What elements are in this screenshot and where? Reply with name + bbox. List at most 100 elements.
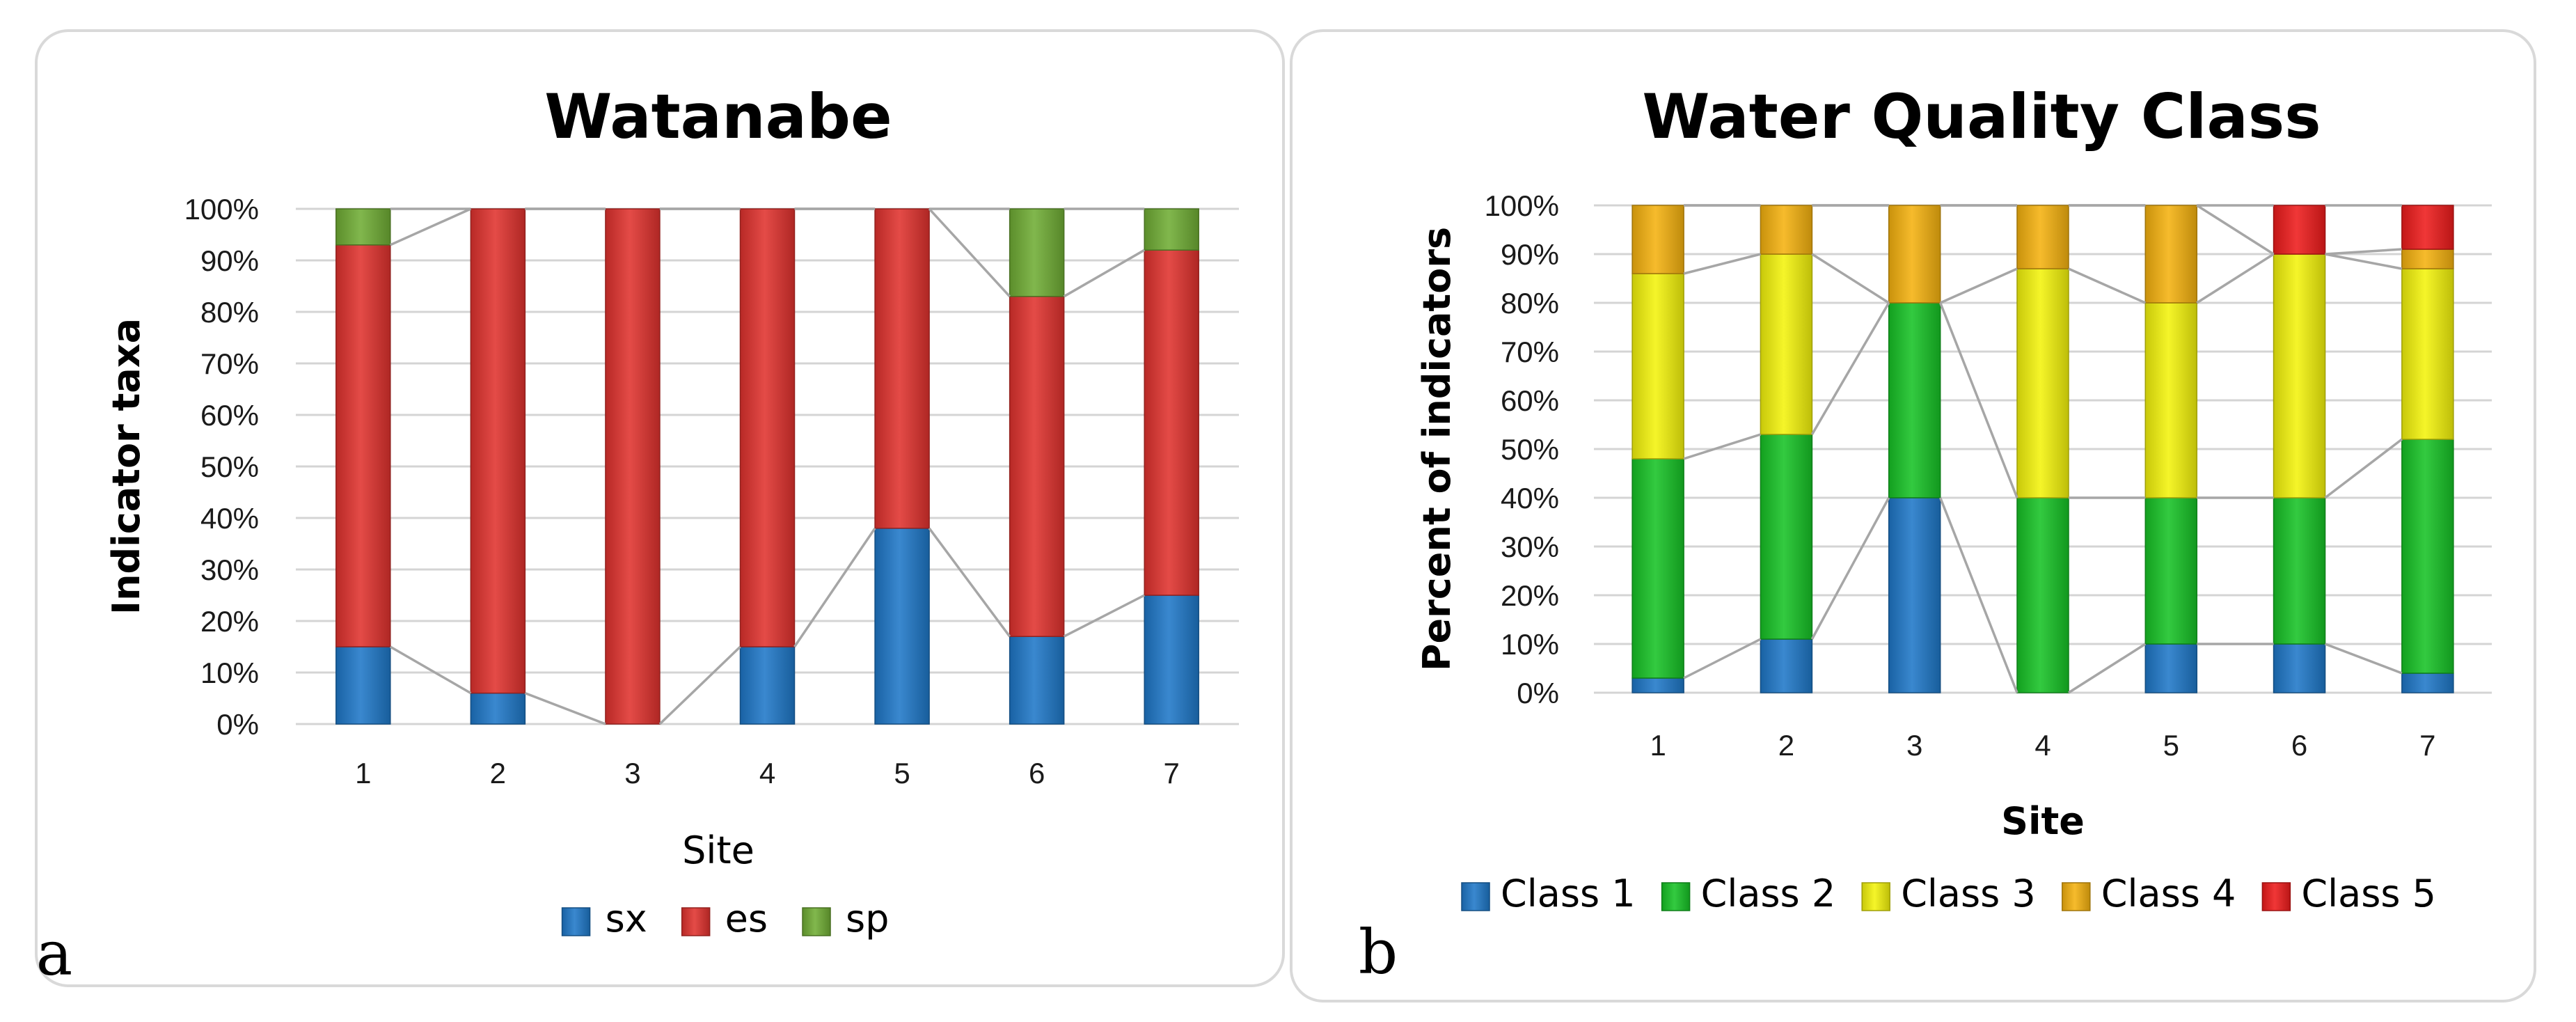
chart-a-series-line-sx <box>1063 594 1146 638</box>
chart-b-y-tick-label: 70% <box>1501 336 1559 368</box>
chart-a-legend-swatch-es <box>681 907 711 936</box>
chart-a-x-tick-label: 5 <box>894 757 910 789</box>
chart-a-bar-sx-site-2 <box>470 692 526 725</box>
chart-a-series-line-es <box>390 207 472 246</box>
chart-a-title: Watanabe <box>544 81 892 152</box>
chart-b-legend-swatch-class-1 <box>1461 882 1490 911</box>
chart-a-bar-es-site-1 <box>335 244 391 647</box>
chart-b-series-line-class-3 <box>1811 253 1890 304</box>
chart-a-bar-sx-site-5 <box>874 528 930 725</box>
chart-a-bar-es-site-3 <box>605 208 661 725</box>
chart-b-series-line-class-3 <box>2325 253 2403 270</box>
chart-b-bar-class-2-site-5 <box>2144 497 2198 645</box>
chart-a-panel-letter: a <box>36 918 72 989</box>
chart-a-series-line-es <box>928 207 1011 297</box>
chart-b-x-tick-label: 5 <box>2163 729 2179 762</box>
chart-b-series-line-class-1 <box>1683 638 1762 679</box>
chart-a-y-tick-label: 80% <box>200 296 259 329</box>
chart-b-series-line-class-1 <box>2324 643 2403 675</box>
chart-b-bar-class-1-site-6 <box>2273 643 2326 693</box>
chart-b-legend-swatch-class-3 <box>1861 882 1890 911</box>
chart-a-bar-sp-site-1 <box>335 208 391 246</box>
chart-b-svg: Water Quality Class 0% 10% 20% 30% 40% 50% 60% 7… <box>1290 29 2536 1003</box>
chart-a-series-line-sx <box>793 527 876 647</box>
chart-b-y-tick-label: 90% <box>1501 238 1559 271</box>
chart-panel-b: Water Quality Class 0% 10% 20% 30% 40% 50% 60% 7… <box>1288 0 2575 1022</box>
chart-b-x-tick-label: 1 <box>1650 729 1666 762</box>
chart-a-series-line-sx <box>524 691 606 725</box>
chart-b-series-line-class-2 <box>1939 302 2018 498</box>
chart-b-bar-class-1-site-2 <box>1760 638 1813 693</box>
chart-b-bar-class-3-site-6 <box>2273 253 2326 498</box>
chart-b-bar-class-1-site-1 <box>1631 677 1684 693</box>
chart-panel-a: Watanabe 0% 10% 20% 30% 40% 50% 60% 70% 80% 90% 100… <box>35 29 1285 989</box>
chart-b-y-tick-label: 30% <box>1501 530 1559 563</box>
chart-b-series-line-class-2 <box>1683 433 1761 460</box>
chart-a-bar-sx-site-6 <box>1009 636 1065 725</box>
chart-a-legend-label-sx: sx <box>606 897 647 941</box>
chart-a-x-tick-label: 7 <box>1164 757 1180 789</box>
chart-b-series-line-class-4 <box>2325 248 2402 256</box>
chart-a-bar-sx-site-1 <box>335 646 391 725</box>
chart-b-legend-item-class-1: Class 1 <box>1461 872 1636 915</box>
chart-a-bar-sp-site-7 <box>1144 208 1199 251</box>
chart-b-legend-item-class-2: Class 2 <box>1661 872 1835 915</box>
chart-a-y-tick-label: 40% <box>200 502 259 535</box>
chart-b-series-line-class-2 <box>1810 302 1890 435</box>
chart-a-y-tick-label: 60% <box>200 399 259 432</box>
chart-b-bar-class-4-site-5 <box>2144 205 2198 304</box>
chart-b-legend-swatch-class-4 <box>2062 882 2091 911</box>
chart-a-x-tick-label: 6 <box>1029 757 1045 789</box>
chart-b-x-tick-label: 4 <box>2034 729 2050 762</box>
chart-b-bar-class-5-site-7 <box>2401 205 2454 250</box>
chart-b-legend-label-class-1: Class 1 <box>1501 872 1636 915</box>
chart-a-y-tick-label: 20% <box>200 605 259 638</box>
chart-b-legend-swatch-class-2 <box>1661 882 1691 911</box>
chart-a-legend-swatch-sp <box>802 907 831 936</box>
chart-b-bar-class-1-site-3 <box>1888 497 1941 693</box>
chart-b-bar-class-3-site-5 <box>2144 302 2198 498</box>
chart-a-legend-item-sp: sp <box>802 897 889 941</box>
chart-a-bar-es-site-4 <box>739 208 796 647</box>
chart-b-bar-class-3-site-1 <box>1631 273 1684 459</box>
chart-b-bar-class-3-site-7 <box>2401 268 2454 440</box>
chart-a-y-tick-label: 90% <box>200 244 259 277</box>
chart-b-y-axis-title: Percent of indicators <box>1415 227 1459 671</box>
chart-b-bar-class-4-site-4 <box>2016 205 2069 269</box>
chart-b-series-line-class-3 <box>2196 253 2275 304</box>
chart-a-x-tick-label: 4 <box>759 757 775 789</box>
chart-a-bar-es-site-7 <box>1144 249 1199 596</box>
chart-a-bar-es-site-5 <box>874 208 930 529</box>
chart-a-x-tick-label: 3 <box>624 757 640 789</box>
chart-a-series-line-sx <box>658 645 741 725</box>
chart-b-bar-class-3-site-4 <box>2016 268 2069 498</box>
chart-b-legend: Class 1 Class 2 Class 3 Class 4 Class 5 <box>1461 872 2436 915</box>
chart-b-y-tick-label: 20% <box>1501 579 1559 612</box>
chart-b-series-line-class-3 <box>1940 267 2018 304</box>
chart-b-bar-class-5-site-6 <box>2273 205 2326 255</box>
chart-b-x-axis-title: Site <box>2001 799 2085 843</box>
chart-b-legend-label-class-3: Class 3 <box>1901 872 2036 915</box>
chart-a-legend-item-es: es <box>681 897 768 941</box>
chart-b-series-line-class-2 <box>2324 438 2403 499</box>
chart-a-x-axis-title: Site <box>682 828 754 872</box>
chart-a-x-tick-label: 1 <box>355 757 371 789</box>
chart-b-series-line-class-1 <box>1810 497 1890 640</box>
chart-b-series-line-class-4 <box>2196 204 2275 256</box>
chart-b-bar-class-2-site-6 <box>2273 497 2326 645</box>
chart-b-series-line-class-3 <box>2068 267 2146 304</box>
chart-a-y-tick-label: 70% <box>200 347 259 380</box>
chart-a-bar-es-site-6 <box>1009 296 1065 637</box>
chart-a-bar-sx-site-7 <box>1144 595 1199 725</box>
chart-a-legend-item-sx: sx <box>561 897 647 941</box>
chart-a-svg: Watanabe 0% 10% 20% 30% 40% 50% 60% 70% 80% 90% 100… <box>35 29 1285 989</box>
chart-b-bar-class-1-site-7 <box>2401 673 2454 693</box>
chart-a-y-tick-label: 0% <box>216 708 259 741</box>
chart-b-title: Water Quality Class <box>1642 81 2321 152</box>
chart-b-legend-swatch-class-5 <box>2261 882 2291 911</box>
chart-b-bar-class-2-site-1 <box>1631 458 1684 679</box>
chart-a-bar-sx-site-4 <box>739 646 796 725</box>
chart-b-x-tick-label: 7 <box>2419 729 2435 762</box>
chart-a-legend-swatch-sx <box>561 907 591 936</box>
chart-b-bar-class-2-site-3 <box>1888 302 1941 498</box>
